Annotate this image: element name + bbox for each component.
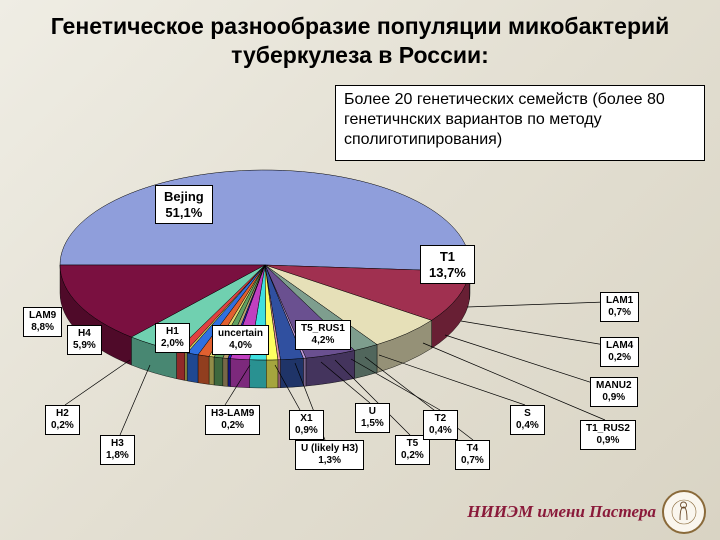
label-H2: H20,2% [45, 405, 80, 435]
label-H3-LAM9: H3-LAM90,2% [205, 405, 260, 435]
label-H1: H12,0% [155, 323, 190, 353]
label-uncertain: uncertain4,0% [212, 325, 269, 355]
slide-title: Генетическое разнообразие популяции мико… [30, 12, 690, 70]
label-X1: X10,9% [289, 410, 324, 440]
label-T2: T20,4% [423, 410, 458, 440]
label-U: U1,5% [355, 403, 390, 433]
label-H3: H31,8% [100, 435, 135, 465]
logo-icon [662, 490, 706, 534]
label-S: S0,4% [510, 405, 545, 435]
label-H4: H45,9% [67, 325, 102, 355]
label-LAM4: LAM40,2% [600, 337, 639, 367]
label-T1_RUS2: T1_RUS20,9% [580, 420, 636, 450]
label-LAM1: LAM10,7% [600, 292, 639, 322]
label-U_likely: U (likely H3)1,3% [295, 440, 364, 470]
label-Bejing: Bejing51,1% [155, 185, 213, 224]
label-T1: T113,7% [420, 245, 475, 284]
label-MANU2: MANU20,9% [590, 377, 638, 407]
footer: НИИЭМ имени Пастера [467, 490, 706, 534]
label-T4: T40,7% [455, 440, 490, 470]
label-T5_RUS1: T5_RUS14,2% [295, 320, 351, 350]
institute-name: НИИЭМ имени Пастера [467, 502, 656, 522]
slide: { "title": "Генетическое разнообразие по… [0, 0, 720, 540]
label-LAM9: LAM98,8% [23, 307, 62, 337]
pie-chart: Bejing51,1% T113,7% LAM98,8%H45,9% H12,0% un… [25, 115, 695, 485]
